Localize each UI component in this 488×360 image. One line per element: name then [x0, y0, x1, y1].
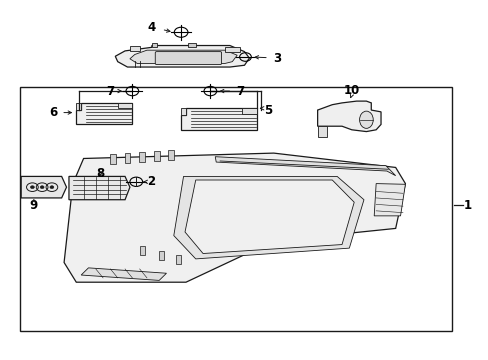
Polygon shape: [224, 47, 239, 51]
Polygon shape: [110, 154, 116, 164]
Polygon shape: [242, 108, 256, 114]
Polygon shape: [118, 103, 132, 108]
Polygon shape: [76, 103, 132, 125]
Polygon shape: [69, 176, 130, 200]
Polygon shape: [317, 101, 380, 132]
Polygon shape: [184, 180, 353, 253]
Circle shape: [30, 186, 34, 189]
Text: 3: 3: [273, 51, 281, 64]
Text: 9: 9: [30, 199, 38, 212]
Text: 8: 8: [96, 167, 104, 180]
Polygon shape: [173, 176, 363, 259]
Polygon shape: [317, 126, 327, 137]
Polygon shape: [21, 176, 66, 198]
Polygon shape: [215, 157, 395, 176]
Text: 2: 2: [146, 175, 155, 188]
Polygon shape: [64, 153, 405, 282]
Text: 7: 7: [236, 85, 244, 98]
Polygon shape: [76, 103, 81, 110]
Polygon shape: [139, 152, 145, 162]
Polygon shape: [159, 251, 163, 260]
Polygon shape: [140, 246, 144, 255]
Polygon shape: [181, 108, 256, 130]
Polygon shape: [181, 108, 185, 116]
Circle shape: [50, 186, 54, 189]
Bar: [20, 87, 451, 330]
Text: 5: 5: [263, 104, 271, 117]
Polygon shape: [373, 184, 405, 216]
Polygon shape: [176, 255, 181, 264]
Polygon shape: [130, 50, 237, 63]
Polygon shape: [152, 43, 157, 47]
Ellipse shape: [359, 111, 372, 129]
Text: 7: 7: [106, 85, 114, 98]
Text: 10: 10: [343, 84, 359, 97]
Text: 6: 6: [49, 106, 58, 119]
Polygon shape: [130, 45, 140, 51]
Polygon shape: [188, 43, 195, 47]
FancyBboxPatch shape: [155, 51, 221, 64]
Polygon shape: [81, 268, 166, 280]
Circle shape: [40, 186, 44, 189]
Polygon shape: [124, 153, 130, 163]
Polygon shape: [154, 151, 159, 161]
Text: 1: 1: [463, 199, 471, 212]
Text: 4: 4: [147, 21, 156, 34]
Polygon shape: [115, 45, 249, 67]
Polygon shape: [168, 150, 174, 160]
